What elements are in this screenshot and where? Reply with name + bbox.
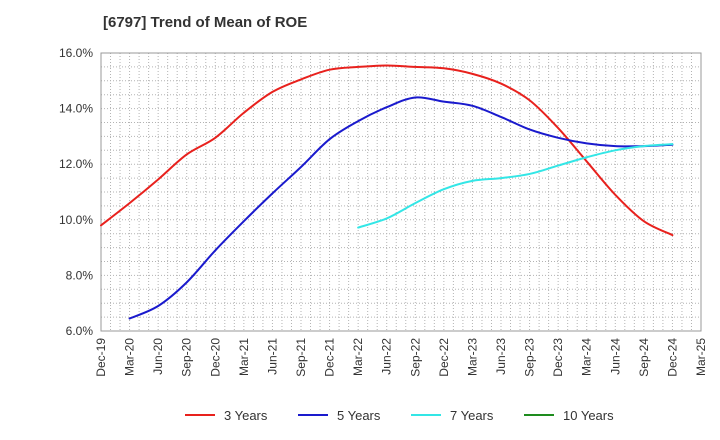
x-tick-label: Mar-21 [237,338,251,376]
legend: 3 Years 5 Years 7 Years 10 Years [185,408,614,423]
y-tick-label: 6.0% [66,324,94,338]
y-axis-ticks: 6.0% 8.0% 10.0% 12.0% 14.0% 16.0% [59,46,93,338]
legend-label: 10 Years [563,408,614,423]
x-tick-label: Dec-21 [323,338,337,377]
x-tick-label: Dec-19 [94,338,108,377]
chart-title: [6797] Trend of Mean of ROE [103,14,308,31]
y-tick-label: 8.0% [66,268,94,282]
legend-label: 5 Years [337,408,381,423]
plot-frame [100,52,702,332]
x-tick-label: Jun-21 [265,338,279,375]
x-tick-label: Mar-23 [465,338,479,376]
x-tick-label: Jun-23 [494,338,508,375]
x-tick-label: Mar-24 [580,338,594,376]
x-tick-label: Mar-20 [123,338,137,376]
x-tick-label: Jun-22 [380,338,394,375]
x-tick-label: Jun-24 [608,338,622,375]
series-line-3-years [100,64,674,237]
y-tick-label: 16.0% [59,46,93,60]
legend-label: 3 Years [224,408,268,423]
y-tick-label: 12.0% [59,157,93,171]
x-tick-label: Dec-20 [208,338,222,377]
x-tick-label: Dec-23 [551,338,565,377]
series-lines [100,64,674,320]
y-tick-label: 14.0% [59,102,93,116]
x-tick-label: Jun-20 [151,338,165,375]
x-tick-label: Mar-25 [694,338,708,376]
x-tick-label: Sep-22 [408,338,422,377]
series-line-5-years [128,96,674,320]
grid [101,53,701,331]
x-tick-label: Sep-20 [180,338,194,377]
x-tick-label: Dec-24 [665,338,679,377]
x-tick-label: Sep-24 [637,338,651,377]
y-tick-label: 10.0% [59,213,93,227]
x-tick-label: Sep-21 [294,338,308,377]
x-axis-ticks: Dec-19 Mar-20 Jun-20 Sep-20 Dec-20 Mar-21 Jun-… [94,338,708,377]
x-tick-label: Mar-22 [351,338,365,376]
series-line-7-years [357,143,674,229]
x-tick-label: Sep-23 [523,338,537,377]
x-tick-label: Dec-22 [437,338,451,377]
legend-label: 7 Years [450,408,494,423]
